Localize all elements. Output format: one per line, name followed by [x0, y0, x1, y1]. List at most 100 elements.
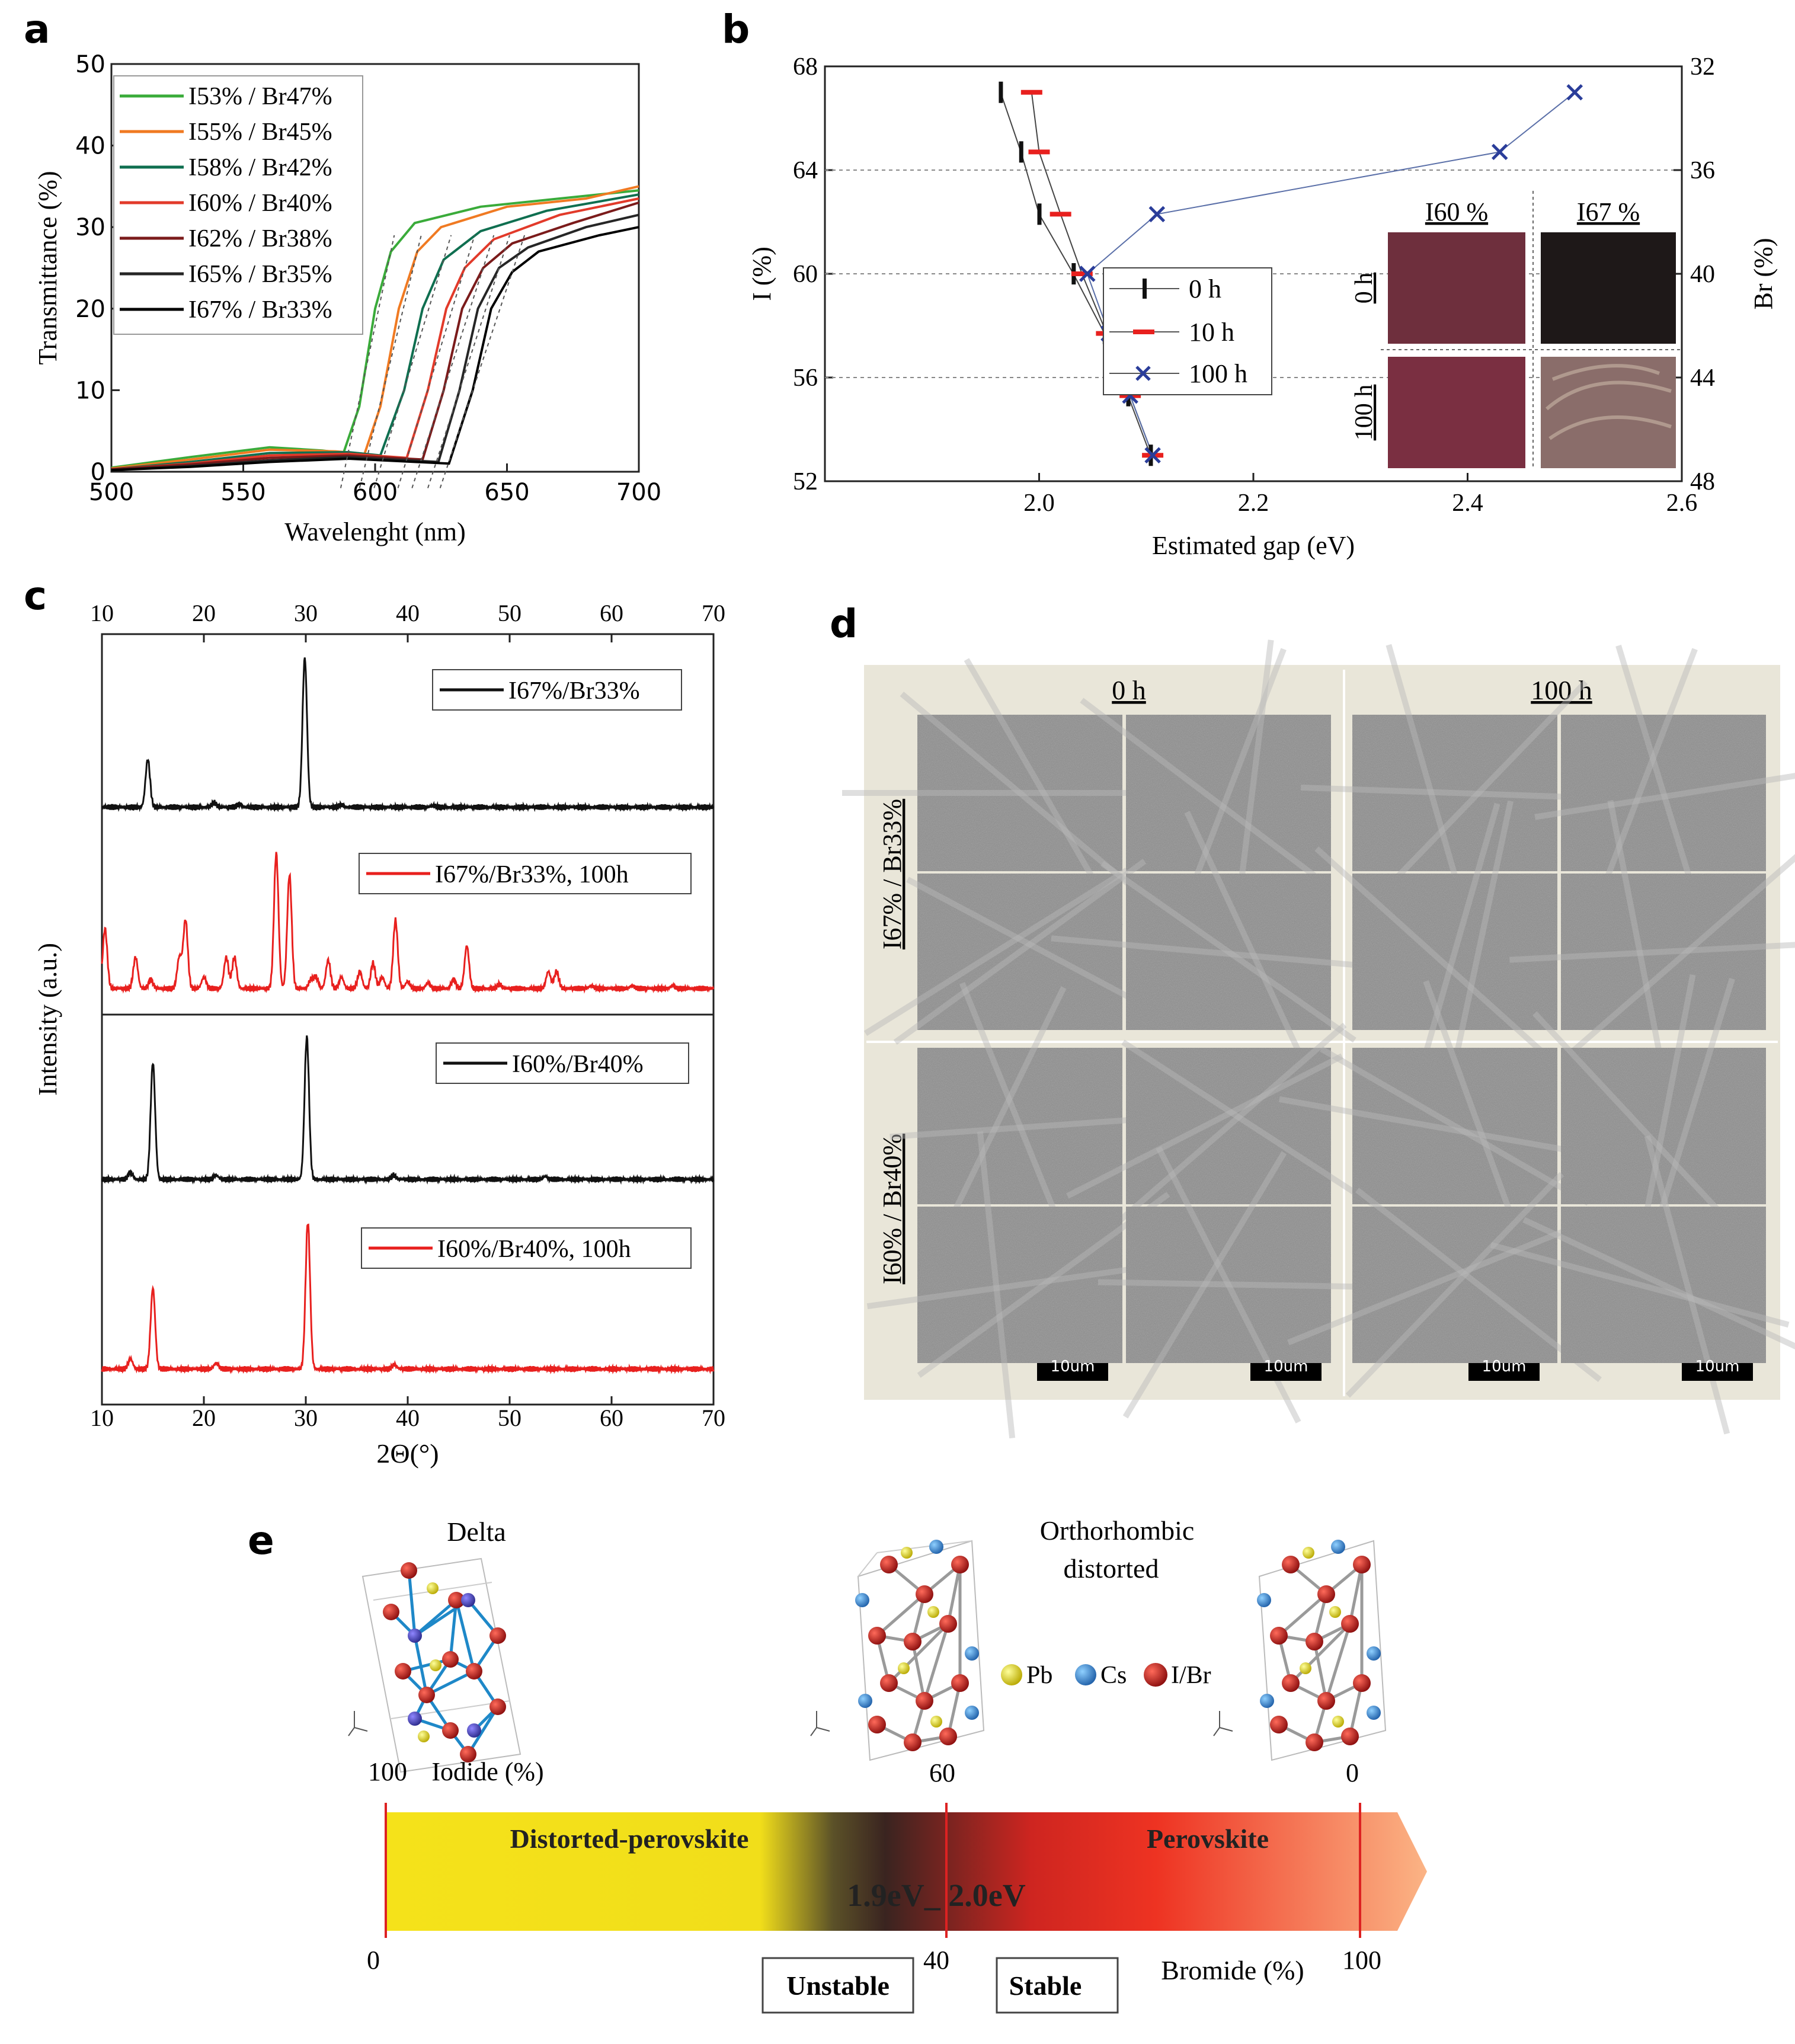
panel-b-marker-100h: [1144, 447, 1161, 464]
panel-b-y2tick-label: 36: [1690, 157, 1715, 184]
legend-cs-sphere: [1075, 1664, 1096, 1685]
panel-d-col-label-100h: 100 h: [1531, 675, 1592, 705]
ebsd-noise-overlay: [1561, 1207, 1766, 1363]
panel-b-marker-10h: [1028, 149, 1050, 155]
panel-e-diagram: Delta Orthorhombic distorted: [348, 1515, 1427, 2014]
composition-arrow-bar: [385, 1812, 1427, 1931]
legend-ibr-sphere: [1144, 1663, 1167, 1687]
ebsd-kikuchi-band: [1569, 854, 1795, 1055]
ebsd-noise-overlay: [1561, 874, 1766, 1030]
panel-a-xtick-label: 550: [220, 479, 265, 506]
panel-c-pattern-line: [101, 1223, 715, 1375]
ebsd-kikuchi-band: [1355, 1187, 1602, 1383]
panel-a-legend-label: I60% / Br40%: [188, 190, 332, 217]
panel-b-marker-0h: [1019, 141, 1023, 163]
panel-a-legend-label: I67% / Br33%: [188, 296, 332, 324]
ebsd-kikuchi-band: [1066, 1053, 1343, 1199]
panel-b-y2tick-label: 44: [1690, 364, 1715, 392]
panel-b-chart: 2.0 2.2 2.4 2.6 52 56 60 64 68 32 36 40 44 48 0 h 10 …: [747, 53, 1778, 560]
ebsd-kikuchi-band: [1287, 1224, 1575, 1346]
panel-b-marker-100h: [1079, 266, 1096, 282]
legend-label-10h: 10 h: [1189, 318, 1234, 347]
ebsd-kikuchi-band: [1320, 1046, 1590, 1206]
legend-marker-100h: [1135, 366, 1151, 381]
panel-a-tangent-line: [411, 235, 495, 488]
panel-c-legend-label: I67%/Br33%: [508, 677, 640, 705]
panel-a-ytick-label: 0: [91, 459, 105, 486]
panel-b-y2tick-label: 32: [1690, 53, 1715, 81]
bromide-axis-label: Bromide (%): [1161, 1955, 1304, 1985]
orthorhombic-crystal-0: [1213, 1540, 1387, 1761]
stable-box: [996, 1957, 1119, 2014]
panel-c-legend-label: I67%/Br33%, 100h: [435, 861, 629, 888]
panel-b-marker-10h: [1071, 271, 1093, 276]
panel-c-xtick-top-label: 20: [192, 600, 216, 626]
panel-b-ytick-label: 56: [793, 364, 818, 392]
scale-bar: [1682, 1363, 1753, 1381]
legend-marker-10h: [1133, 330, 1154, 334]
ebsd-noise-overlay: [917, 715, 1122, 871]
panel-a-ytick-label: 30: [75, 214, 105, 241]
unstable-box: [761, 1957, 914, 2014]
ebsd-kikuchi-band: [863, 867, 1129, 1037]
ebsd-kikuchi-band: [866, 1260, 1173, 1310]
panel-b-marker-10h: [1020, 89, 1042, 95]
panel-b-marker-100h: [1491, 143, 1508, 161]
ortho-title-line2: distorted: [1064, 1553, 1159, 1584]
legend-label-0h: 0 h: [1189, 274, 1221, 303]
scale-bar: [1250, 1363, 1322, 1381]
panel-a-xtick-label: 700: [616, 479, 661, 506]
panel-b-xtick-label: 2.6: [1666, 490, 1698, 517]
panel-a-ylabel: Transmittance (%): [33, 171, 62, 364]
panel-label-b: b: [722, 7, 750, 52]
unstable-label: Unstable: [786, 1971, 889, 2001]
panel-label-d: d: [830, 601, 857, 647]
panel-b-y2tick-label: 40: [1690, 261, 1715, 288]
panel-a-series-line: [111, 189, 639, 469]
ebsd-kikuchi-band: [1110, 1022, 1347, 1230]
panel-a-ytick-label: 40: [75, 133, 105, 160]
panel-a-tangent-line: [427, 235, 510, 488]
panel-a-ytick-label: 10: [75, 377, 105, 404]
panel-a-tangent-line: [340, 235, 395, 488]
panel-a-tangent-line: [397, 235, 475, 488]
ebsd-kikuchi-band: [1534, 773, 1795, 820]
delta-crystal-structure: [348, 1557, 521, 1773]
bar-label-distorted-perovskite: Distorted-perovskite: [510, 1824, 749, 1854]
ebsd-kikuchi-band: [893, 859, 1147, 1045]
iodide-tick-0: 0: [1346, 1758, 1359, 1787]
legend-label-100h: 100 h: [1189, 359, 1247, 388]
scale-bar-label: 10um: [1482, 1358, 1527, 1376]
ebsd-noise-overlay: [1561, 1048, 1766, 1204]
panel-d-col-label-0h: 0 h: [1112, 675, 1146, 705]
stable-label: Stable: [1009, 1971, 1082, 2001]
ortho-title-line1: Orthorhombic: [1040, 1515, 1195, 1546]
ebsd-kikuchi-band: [1300, 784, 1610, 802]
panel-a-legend-label: I55% / Br45%: [188, 119, 332, 146]
panel-b-xtick-label: 2.4: [1452, 490, 1483, 517]
ebsd-kikuchi-band: [1490, 1242, 1790, 1328]
panel-label-a: a: [24, 7, 50, 52]
panel-c-legend-label: I60%/Br40%, 100h: [437, 1236, 631, 1263]
scale-bar: [1468, 1363, 1540, 1381]
ebsd-kikuchi-band: [1345, 1172, 1564, 1398]
panel-c-pattern-line: [101, 852, 715, 994]
ebsd-noise-overlay: [917, 1048, 1122, 1204]
panel-c-xtick-label: 20: [192, 1405, 216, 1431]
inset-row-label-100h: 100 h: [1351, 385, 1378, 441]
panel-b-marker-0h: [999, 81, 1003, 103]
ebsd-kikuchi-band: [1509, 942, 1795, 963]
orthorhombic-crystal-60: [810, 1540, 985, 1761]
panel-a-xtick-label: 600: [353, 479, 398, 506]
panel-c-xtick-label: 10: [90, 1405, 114, 1431]
panel-b-marker-100h: [1148, 206, 1166, 223]
panel-a-legend-box: [113, 75, 363, 335]
bar-label-perovskite: Perovskite: [1147, 1824, 1269, 1854]
panel-d-row-label-i67: I67% / Br33%: [878, 799, 907, 949]
ebsd-kikuchi-band: [977, 1131, 1016, 1439]
panel-b-ytick-label: 52: [793, 468, 818, 495]
scale-bar-label: 10um: [1695, 1358, 1740, 1376]
ebsd-kikuchi-band: [1644, 1135, 1730, 1435]
panel-b-y2label: Br (%): [1749, 238, 1778, 310]
